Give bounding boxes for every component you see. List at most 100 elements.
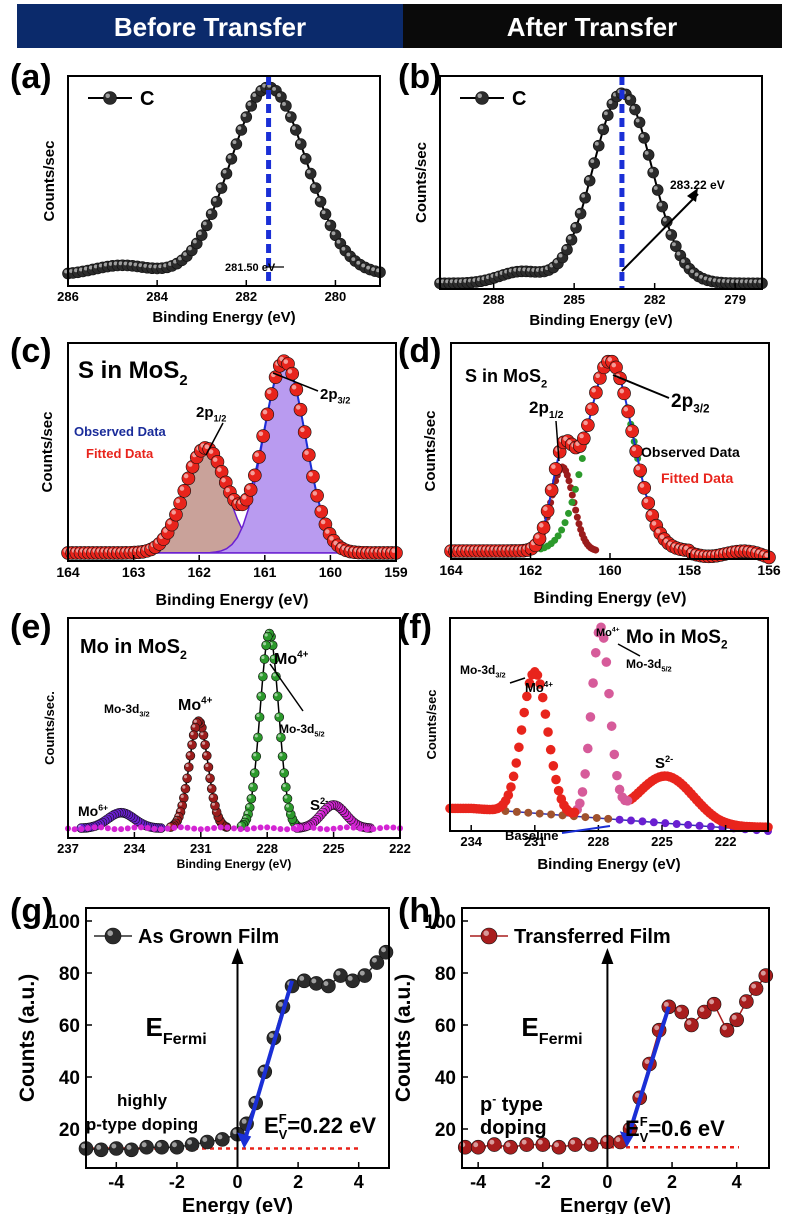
panel-g-doping-1: highly <box>117 1091 168 1110</box>
panel-e-component-point-shine <box>284 795 288 799</box>
panel-f-fit-point <box>537 692 548 703</box>
panel-c-fit-point-shine <box>183 473 189 479</box>
panel-h-point-shine <box>654 1025 660 1031</box>
panel-c-fit-point-shine <box>171 510 176 515</box>
panel-h-point <box>748 981 764 996</box>
panel-f-fit-point <box>614 784 625 795</box>
panel-e-baseline-point <box>118 826 125 833</box>
panel-f-baseline-point <box>661 819 670 828</box>
panel-d-fit-point <box>621 404 635 419</box>
panel-f-label-s2: S2- <box>655 754 673 772</box>
panel-d-fit-point-shine <box>655 528 661 534</box>
panel-b-xtick-label: 282 <box>644 292 666 307</box>
panel-b-point-shine <box>572 223 577 228</box>
panel-a-point-shine <box>163 263 168 268</box>
panel-c-fit-point-shine <box>291 384 297 390</box>
panel-c-fit-point <box>264 387 279 401</box>
panel-c-fit-point-shine <box>188 462 193 467</box>
panel-e-component-point-shine <box>253 753 257 757</box>
panel-e-component-point-shine <box>177 808 181 812</box>
panel-e-label-mo6: Mo6+ <box>78 802 108 819</box>
panel-b-point-shine <box>685 264 690 269</box>
panel-e-baseline-point <box>350 824 357 831</box>
panel-e-component-point <box>282 793 293 804</box>
panel-a-legend-marker <box>103 91 117 105</box>
panel-e-component-point <box>206 783 217 794</box>
panel-c-peak-label-1: 2p1/2 <box>196 404 226 424</box>
panel-h-point-shine <box>537 1139 543 1145</box>
header-before: Before Transfer <box>114 12 306 42</box>
panel-a-point-shine <box>98 263 103 268</box>
panel-c-fit-point-shine <box>312 491 318 496</box>
panel-b-point <box>583 174 596 187</box>
panel-c-fit-point-shine <box>287 369 293 374</box>
panel-b-point-shine <box>640 134 645 138</box>
panel-e-component-point-shine <box>206 775 211 779</box>
panel-e-xtick-label: 237 <box>57 841 79 856</box>
panel-e-baseline-point <box>377 825 384 832</box>
panel-f-fit-point <box>508 771 519 782</box>
panel-h-point-shine <box>505 1142 511 1148</box>
panel-e-component-point-shine <box>281 769 285 774</box>
panel-c-fit-point-shine <box>295 405 301 410</box>
panel-g-point <box>124 1142 139 1158</box>
panel-h-point-shine <box>489 1139 495 1145</box>
panel-g-fit-arrowhead <box>237 1132 252 1149</box>
panel-d-arrow-2 <box>612 374 670 399</box>
panel-g-point-shine <box>347 975 353 981</box>
panel-c-fit-point-shine <box>175 498 181 504</box>
panel-e-baseline-point <box>297 824 304 831</box>
panel-h-point-shine <box>602 1137 608 1143</box>
panel-e-baseline-point <box>71 826 78 833</box>
panel-e-xtick-label: 228 <box>256 841 278 856</box>
panel-h-point <box>758 968 774 983</box>
panel-g-xtick-label: 0 <box>232 1172 242 1192</box>
panel-a-point-shine <box>326 221 331 226</box>
panel-a-point-shine <box>133 262 138 267</box>
panel-g-ytick-label: 20 <box>59 1120 80 1141</box>
panel-f-ylabel: Counts/sec <box>424 689 439 759</box>
panel-c-fit-point <box>181 471 196 486</box>
panel-f-label-mo4-b: Mo4+ <box>596 627 620 639</box>
panel-e-label-mo4-a: Mo4+ <box>178 696 213 714</box>
panel-c-fit-point <box>297 425 312 439</box>
panel-g-point-shine <box>172 1142 177 1148</box>
panel-g-point-shine <box>381 947 386 953</box>
panel-b-ylabel: Counts/sec <box>413 142 430 223</box>
panel-e-component-point-shine <box>271 655 275 660</box>
panel-g-legend: As Grown Film <box>138 926 279 948</box>
panel-a-point-shine <box>202 221 207 226</box>
panel-a-point-shine <box>79 267 83 272</box>
panel-e-component-point <box>249 768 260 778</box>
panel-f-fit-point <box>606 721 617 731</box>
panel-h-point <box>551 1139 567 1155</box>
panel-e-component-point <box>258 671 268 682</box>
panel-e-component-point <box>208 793 219 803</box>
panel-g-fermi-arrowhead <box>231 948 244 964</box>
panel-e-component-point <box>279 768 289 778</box>
panel-b-point-shine <box>608 100 613 104</box>
panel-a-point-shine <box>371 267 376 272</box>
panel-b-point-shine <box>694 272 699 277</box>
panel-a-point-shine <box>356 260 361 265</box>
panel-c-fit-point <box>169 507 183 522</box>
panel-e-baseline-point <box>104 825 111 832</box>
panel-d-component-point <box>558 526 566 534</box>
panel-a-xtick-label: 280 <box>325 289 347 304</box>
panel-g-point-shine <box>141 1142 147 1148</box>
panel-d-arrow-1 <box>555 420 560 462</box>
panel-g-point-shine <box>111 1143 117 1149</box>
panel-g-point-shine <box>126 1144 132 1150</box>
panel-h-point-shine <box>663 1001 669 1007</box>
panel-e-component-point-shine <box>188 741 193 745</box>
panel-a-xtick-label: 284 <box>146 289 168 304</box>
panel-b-point <box>642 149 655 161</box>
panel-e-component-point <box>201 750 212 761</box>
panel-g-point <box>296 973 312 989</box>
panel-a-point <box>309 182 322 194</box>
panel-b-point <box>597 123 610 136</box>
panel-c-fit-point-shine <box>225 487 230 493</box>
panel-g-ylabel: Counts (a.u.) <box>16 974 39 1102</box>
panel-h-label: (h) <box>398 892 441 930</box>
panel-d-fit-point-shine <box>539 523 544 528</box>
